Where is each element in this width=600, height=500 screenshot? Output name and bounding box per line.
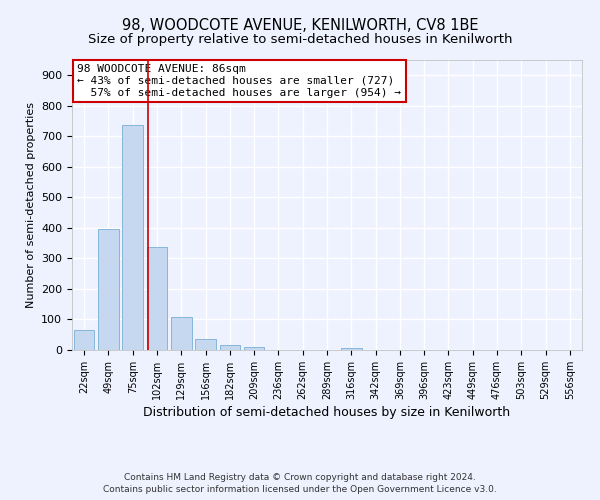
Bar: [122, 124, 143, 350]
Bar: [74, 330, 94, 350]
Y-axis label: Number of semi-detached properties: Number of semi-detached properties: [26, 102, 35, 308]
Bar: [220, 344, 240, 350]
Text: 98, WOODCOTE AVENUE, KENILWORTH, CV8 1BE: 98, WOODCOTE AVENUE, KENILWORTH, CV8 1BE: [122, 18, 478, 32]
Text: Contains HM Land Registry data © Crown copyright and database right 2024.: Contains HM Land Registry data © Crown c…: [124, 472, 476, 482]
Bar: [244, 347, 265, 350]
Text: 98 WOODCOTE AVENUE: 86sqm
← 43% of semi-detached houses are smaller (727)
  57% : 98 WOODCOTE AVENUE: 86sqm ← 43% of semi-…: [77, 64, 401, 98]
Text: Contains public sector information licensed under the Open Government Licence v3: Contains public sector information licen…: [103, 485, 497, 494]
X-axis label: Distribution of semi-detached houses by size in Kenilworth: Distribution of semi-detached houses by …: [143, 406, 511, 419]
Bar: [171, 318, 191, 350]
Bar: [341, 348, 362, 350]
Text: Size of property relative to semi-detached houses in Kenilworth: Size of property relative to semi-detach…: [88, 32, 512, 46]
Bar: [195, 340, 216, 350]
Bar: [146, 247, 167, 350]
Bar: [98, 230, 119, 350]
